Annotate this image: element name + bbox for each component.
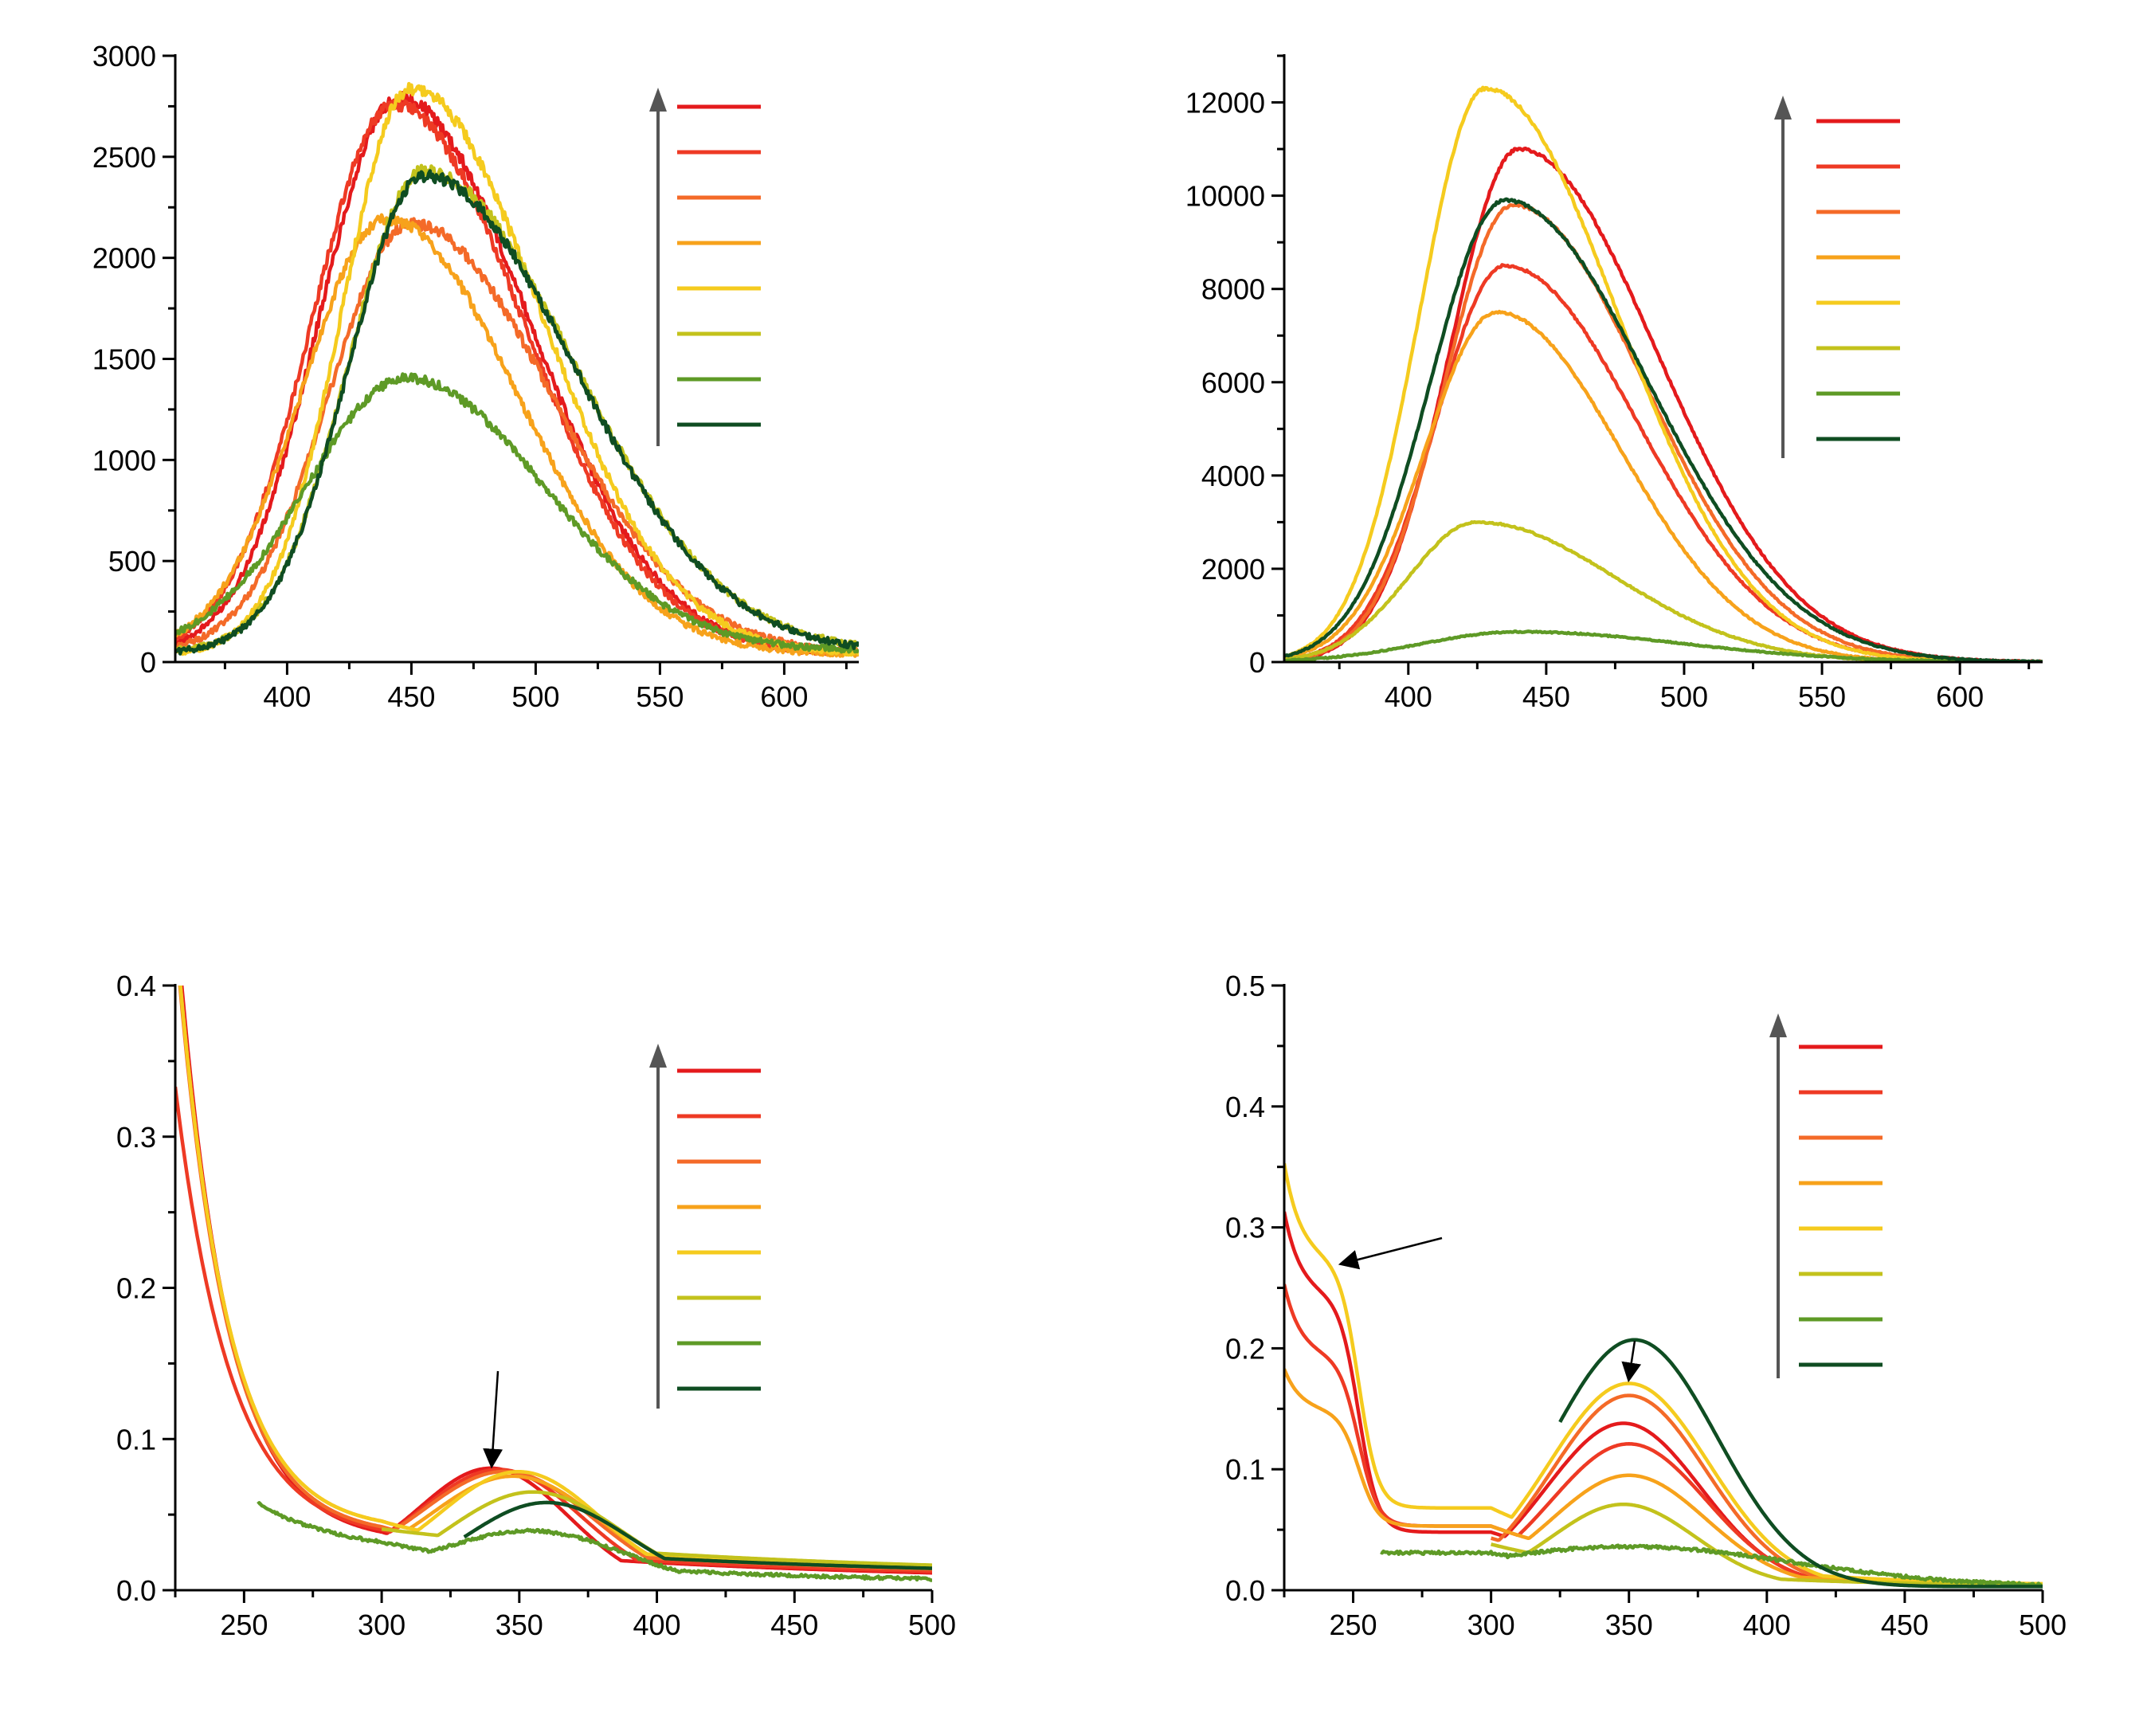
series-line-isopropanol — [175, 81, 859, 657]
panel-g: 250 300 350 400 450 500 0.0 0.1 0.2 0.3 0.4 — [116, 970, 956, 1641]
annotation — [483, 1370, 503, 1469]
series-line-isopropanol — [178, 986, 932, 1569]
series-line-ethanol — [175, 213, 859, 658]
x-tick-label: 450 — [387, 680, 435, 713]
series-line-water — [175, 90, 859, 657]
x-tick-label: 450 — [1881, 1609, 1929, 1641]
series-line-acetone — [1558, 1338, 2043, 1589]
legend — [1816, 119, 1900, 441]
y-tick-label: 1500 — [92, 343, 156, 376]
series-line-isopropanol — [1284, 85, 2043, 662]
x-tick-label: 500 — [1660, 680, 1708, 713]
series-line-ethyl-acetate — [1380, 1543, 2043, 1589]
series-line-ethyl-acetate — [1284, 629, 2043, 662]
y-tick-label: 0 — [140, 646, 156, 679]
annotation-arrow — [483, 1370, 503, 1469]
x-tick-label: 400 — [633, 1609, 681, 1641]
y-tick-label: 0.2 — [1225, 1332, 1265, 1365]
x-tick-label: 450 — [1522, 680, 1570, 713]
x-tick-label: 450 — [770, 1609, 818, 1641]
series-line-isopropanol — [1284, 1162, 2043, 1586]
sa-arrow-head — [649, 1044, 667, 1068]
series-line-acetone — [1284, 197, 2043, 662]
series-line-ethyl-acetate — [175, 372, 859, 654]
y-tick-label: 0.3 — [1225, 1212, 1265, 1244]
series-line-methanol — [175, 1086, 932, 1573]
y-tick-label: 2000 — [92, 242, 156, 275]
x-tick-label: 250 — [220, 1609, 268, 1641]
y-tick-label: 0.2 — [116, 1272, 156, 1305]
x-tick-label: 600 — [760, 680, 808, 713]
y-tick-label: 1000 — [92, 444, 156, 476]
panel-h: 250 300 350 400 450 500 0.0 0.1 0.2 0.3 0.4 0.5 — [1225, 970, 2067, 1641]
x-tick-label: 300 — [358, 1609, 406, 1641]
x-tick-label: 400 — [263, 680, 311, 713]
series-group — [1284, 85, 2043, 662]
x-tick-label: 500 — [908, 1609, 956, 1641]
y-tick-label: 0.0 — [116, 1574, 156, 1607]
annotation-arrow — [1621, 1340, 1642, 1383]
annotation-arrow — [1338, 1236, 1443, 1270]
y-tick-label: 0.4 — [116, 970, 156, 1002]
y-tick-label: 2500 — [92, 141, 156, 174]
sa-arrow-head — [649, 88, 667, 112]
x-tick-label: 300 — [1467, 1609, 1515, 1641]
series-group — [175, 986, 932, 1582]
y-tick-label: 0.5 — [1225, 970, 1265, 1002]
panel-e: 400 450 500 550 600 0 500 1000 1500 2000 2500 3000 — [92, 40, 859, 713]
y-tick-label: 12000 — [1185, 87, 1265, 120]
x-tick-label: 350 — [496, 1609, 543, 1641]
legend — [1799, 1044, 1883, 1367]
annotation — [1621, 1340, 1642, 1383]
y-tick-label: 500 — [108, 545, 156, 578]
series-line-methanol — [1284, 1283, 2043, 1586]
x-tick-label: 600 — [1936, 680, 1984, 713]
x-tick-label: 500 — [2019, 1609, 2067, 1641]
y-tick-label: 2000 — [1201, 553, 1265, 586]
series-line-methanol — [1284, 263, 2043, 662]
sa-arrow-head — [1774, 96, 1792, 120]
y-tick-label: 4000 — [1201, 460, 1265, 492]
series-group — [175, 81, 859, 658]
x-tick-label: 400 — [1743, 1609, 1791, 1641]
legend — [677, 1068, 761, 1391]
y-tick-label: 0.3 — [116, 1121, 156, 1154]
x-tick-label: 250 — [1330, 1609, 1377, 1641]
legend — [677, 104, 761, 427]
y-tick-label: 8000 — [1201, 273, 1265, 306]
y-tick-label: 3000 — [92, 40, 156, 72]
series-line-benzyl-alcohol — [178, 986, 932, 1571]
y-tick-label: 0.0 — [1225, 1574, 1265, 1607]
y-tick-label: 0 — [1249, 646, 1265, 679]
series-line-acetone — [463, 1500, 932, 1570]
x-tick-label: 350 — [1605, 1609, 1653, 1641]
y-tick-label: 0.1 — [1225, 1453, 1265, 1486]
y-tick-label: 6000 — [1201, 366, 1265, 399]
series-line-acetone — [175, 169, 859, 656]
y-tick-label: 0.4 — [1225, 1091, 1265, 1123]
y-tick-label: 0.1 — [116, 1423, 156, 1456]
x-tick-label: 550 — [1798, 680, 1846, 713]
series-group — [1284, 1162, 2043, 1589]
series-line-water — [1284, 1211, 2043, 1587]
x-tick-label: 500 — [511, 680, 559, 713]
annotation — [1338, 1236, 1443, 1270]
series-line-water — [1284, 146, 2043, 662]
y-tick-label: 10000 — [1185, 180, 1265, 213]
x-tick-label: 550 — [636, 680, 684, 713]
series-line-ethyl-acetate — [257, 1501, 932, 1582]
sa-arrow-head — [1769, 1013, 1787, 1037]
series-line-DMSO — [1490, 1502, 2043, 1587]
x-tick-label: 400 — [1385, 680, 1432, 713]
panel-f: 400 450 500 550 6000200040006000800010000120… — [1185, 54, 2043, 713]
